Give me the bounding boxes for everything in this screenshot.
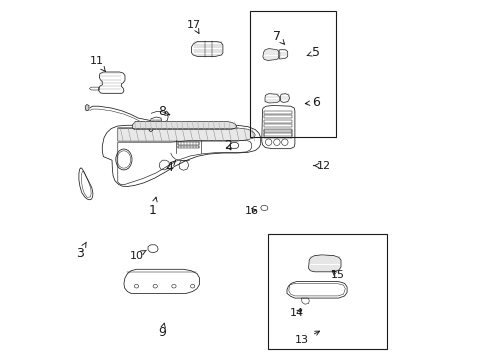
Text: 10: 10: [129, 250, 146, 261]
Bar: [249, 11, 336, 137]
Text: 1: 1: [148, 197, 157, 217]
Text: 13: 13: [294, 331, 319, 345]
Polygon shape: [118, 128, 255, 141]
Text: 9: 9: [158, 323, 165, 339]
Text: 3: 3: [76, 242, 86, 260]
Text: 2: 2: [224, 139, 232, 152]
Text: 16: 16: [244, 206, 258, 216]
Text: 17: 17: [186, 20, 201, 33]
Bar: [178, 146, 199, 148]
Text: 4: 4: [164, 161, 175, 174]
Text: 15: 15: [330, 270, 344, 280]
Text: 8: 8: [157, 105, 169, 118]
Text: 5: 5: [306, 46, 320, 59]
Text: 12: 12: [313, 161, 330, 171]
Text: 11: 11: [90, 56, 105, 71]
Text: 14: 14: [289, 308, 303, 318]
Polygon shape: [132, 121, 236, 130]
Text: 7: 7: [272, 30, 284, 44]
Bar: [178, 142, 199, 145]
Bar: [267, 234, 386, 349]
Bar: [264, 130, 292, 138]
Text: 6: 6: [305, 96, 320, 109]
